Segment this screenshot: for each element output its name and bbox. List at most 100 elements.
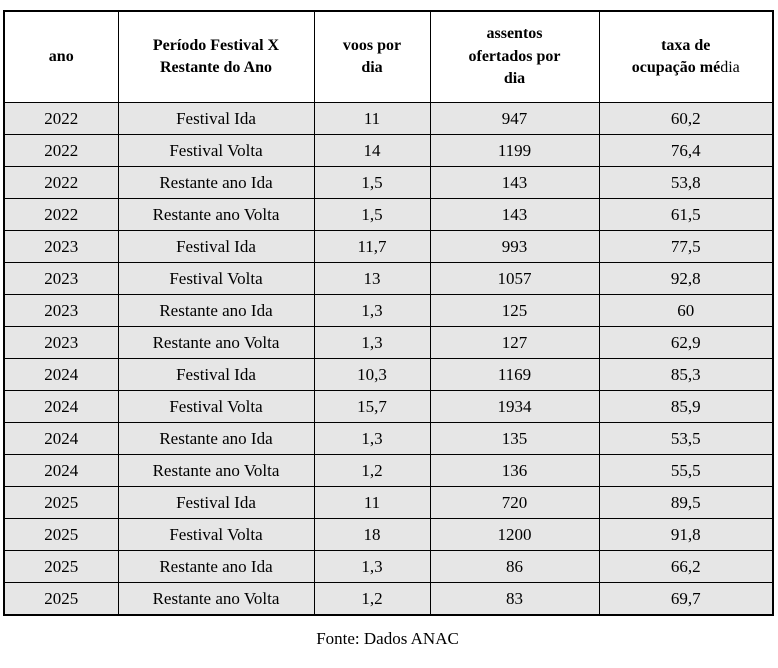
table-cell: 1,5 (313, 198, 431, 231)
table-cell: 1,5 (313, 166, 431, 199)
table-cell: 1,3 (313, 326, 431, 359)
table-cell: Festival Ida (117, 230, 315, 263)
table-cell: 60,2 (598, 102, 774, 135)
table-cell: 1169 (429, 358, 600, 391)
table-cell: 2022 (3, 102, 119, 135)
table-cell: 1934 (429, 390, 600, 423)
header-row: ano Período Festival X Restante do Ano v… (3, 10, 774, 103)
table-cell: 127 (429, 326, 600, 359)
table-cell: 92,8 (598, 262, 774, 295)
table-cell: 2025 (3, 486, 119, 519)
table-cell: 993 (429, 230, 600, 263)
table-row: 2023 Festival Volta 13 1057 92,8 (3, 262, 774, 295)
table-cell: 136 (429, 454, 600, 487)
table-cell: 2022 (3, 198, 119, 231)
table-cell: 85,3 (598, 358, 774, 391)
table-cell: 2022 (3, 166, 119, 199)
table-row: 2025 Restante ano Ida 1,3 86 66,2 (3, 550, 774, 583)
table-cell: 18 (313, 518, 431, 551)
table-cell: 89,5 (598, 486, 774, 519)
table-cell: 11 (313, 486, 431, 519)
table-cell: 85,9 (598, 390, 774, 423)
table-cell: Restante ano Ida (117, 166, 315, 199)
table-cell: 2023 (3, 326, 119, 359)
table-cell: 66,2 (598, 550, 774, 583)
header-taxa-regular-text: dia (720, 59, 740, 76)
table-cell: 2023 (3, 262, 119, 295)
header-taxa-bold-text: taxa de ocupação mé (631, 36, 721, 76)
table-cell: 55,5 (598, 454, 774, 487)
table-cell: Festival Volta (117, 134, 315, 167)
table-cell: 1,3 (313, 294, 431, 327)
table-cell: 60 (598, 294, 774, 327)
table-cell: 83 (429, 582, 600, 616)
table-row: 2023 Festival Ida 11,7 993 77,5 (3, 230, 774, 263)
table-row: 2023 Restante ano Ida 1,3 125 60 (3, 294, 774, 327)
table-cell: 1,3 (313, 550, 431, 583)
table-cell: 53,5 (598, 422, 774, 455)
table-row: 2025 Restante ano Volta 1,2 83 69,7 (3, 582, 774, 616)
table-cell: 2023 (3, 294, 119, 327)
table-cell: Festival Volta (117, 262, 315, 295)
header-cell-assentos: assentos ofertados por dia (429, 10, 600, 103)
table-cell: 2024 (3, 358, 119, 391)
table-body: 2022 Festival Ida 11 947 60,2 2022 Festival Vo… (3, 102, 774, 616)
table-cell: 91,8 (598, 518, 774, 551)
table-cell: 13 (313, 262, 431, 295)
table-cell: 2024 (3, 422, 119, 455)
table-cell: 720 (429, 486, 600, 519)
table-cell: 2025 (3, 550, 119, 583)
table-cell: 1057 (429, 262, 600, 295)
table-row: 2025 Festival Ida 11 720 89,5 (3, 486, 774, 519)
table-cell: 2024 (3, 454, 119, 487)
header-cell-periodo: Período Festival X Restante do Ano (117, 10, 315, 103)
table-row: 2024 Festival Volta 15,7 1934 85,9 (3, 390, 774, 423)
table-cell: 2025 (3, 582, 119, 616)
table-cell: 947 (429, 102, 600, 135)
header-cell-ano: ano (3, 10, 119, 103)
table-cell: 1199 (429, 134, 600, 167)
table-row: 2024 Restante ano Volta 1,2 136 55,5 (3, 454, 774, 487)
table-cell: Festival Volta (117, 390, 315, 423)
table-cell: 86 (429, 550, 600, 583)
table-cell: Restante ano Volta (117, 454, 315, 487)
table-row: 2022 Restante ano Ida 1,5 143 53,8 (3, 166, 774, 199)
table-cell: Restante ano Ida (117, 294, 315, 327)
table-cell: Restante ano Volta (117, 582, 315, 616)
table-cell: Restante ano Ida (117, 550, 315, 583)
table-cell: 2024 (3, 390, 119, 423)
table-cell: 143 (429, 198, 600, 231)
source-caption: Fonte: Dados ANAC (316, 629, 459, 648)
table-row: 2024 Restante ano Ida 1,3 135 53,5 (3, 422, 774, 455)
table-row: 2023 Restante ano Volta 1,3 127 62,9 (3, 326, 774, 359)
table-cell: 143 (429, 166, 600, 199)
table-cell: 15,7 (313, 390, 431, 423)
table-cell: 135 (429, 422, 600, 455)
table-cell: 77,5 (598, 230, 774, 263)
header-cell-taxa: taxa de ocupação média (598, 10, 774, 103)
table-cell: 2022 (3, 134, 119, 167)
table-row: 2022 Festival Ida 11 947 60,2 (3, 102, 774, 135)
table-cell: 1200 (429, 518, 600, 551)
table-cell: 1,2 (313, 454, 431, 487)
table-cell: 1,3 (313, 422, 431, 455)
table-row: 2022 Festival Volta 14 1199 76,4 (3, 134, 774, 167)
table-row: 2025 Festival Volta 18 1200 91,8 (3, 518, 774, 551)
table-row: 2022 Restante ano Volta 1,5 143 61,5 (3, 198, 774, 231)
table-cell: 2023 (3, 230, 119, 263)
table-cell: 11 (313, 102, 431, 135)
table-cell: 2025 (3, 518, 119, 551)
table-cell: 76,4 (598, 134, 774, 167)
table-row: 2024 Festival Ida 10,3 1169 85,3 (3, 358, 774, 391)
table-cell: Restante ano Ida (117, 422, 315, 455)
table-cell: 61,5 (598, 198, 774, 231)
table-cell: Festival Ida (117, 358, 315, 391)
table-cell: 14 (313, 134, 431, 167)
table-cell: 125 (429, 294, 600, 327)
flights-occupancy-table: ano Período Festival X Restante do Ano v… (3, 10, 774, 616)
table-cell: Restante ano Volta (117, 198, 315, 231)
table-cell: 53,8 (598, 166, 774, 199)
table-cell: Festival Ida (117, 102, 315, 135)
table-cell: Restante ano Volta (117, 326, 315, 359)
